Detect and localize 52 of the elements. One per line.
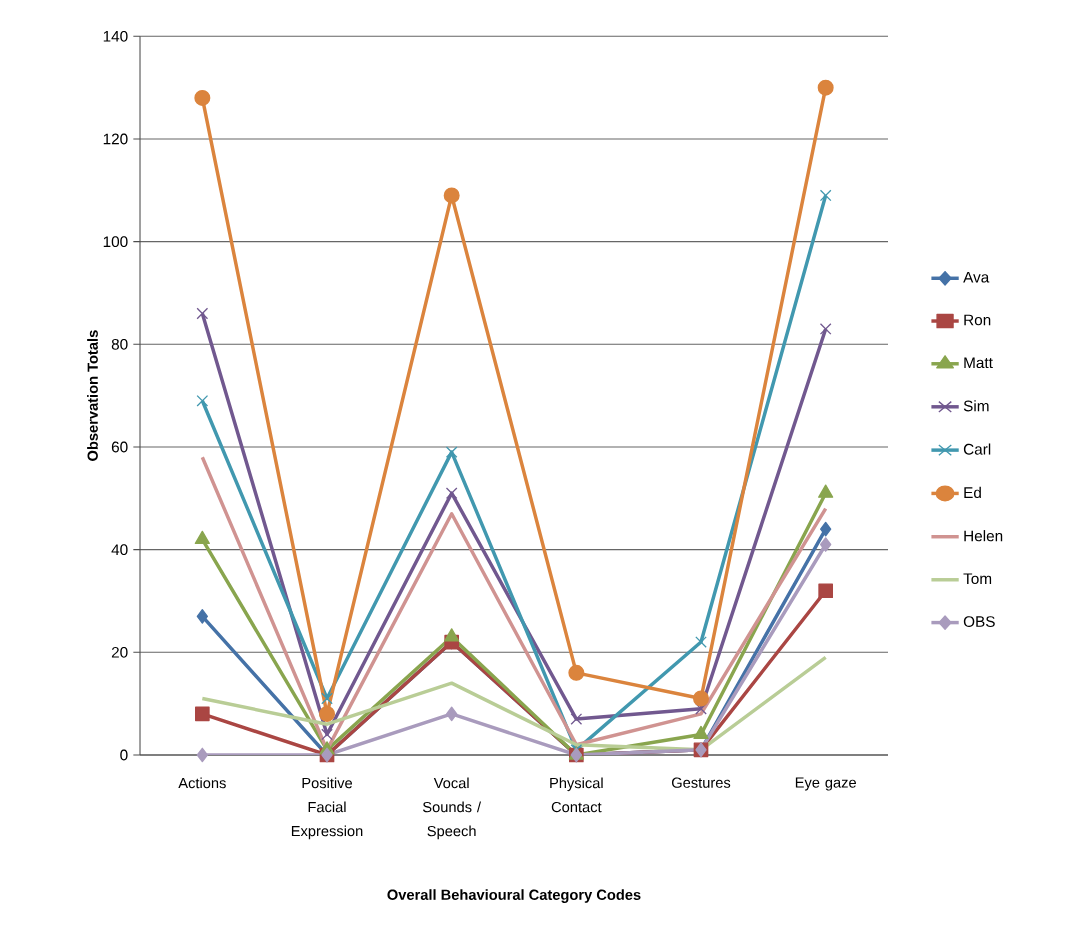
point bbox=[444, 628, 460, 642]
legend-label: Ron bbox=[964, 314, 991, 326]
y-axis-title: Observation Totals bbox=[87, 330, 98, 461]
x-tick-label: Physical Contact bbox=[550, 777, 603, 813]
legend-label: Ed bbox=[964, 486, 981, 499]
point bbox=[568, 664, 585, 681]
y-tick-label: 20 bbox=[111, 646, 128, 658]
point bbox=[818, 484, 834, 498]
y-tick-label: 40 bbox=[111, 544, 128, 556]
point bbox=[196, 747, 209, 763]
point bbox=[820, 521, 832, 537]
y-tick-label: 60 bbox=[111, 441, 128, 453]
legend-label: Ava bbox=[963, 271, 990, 283]
legend-label: OBS bbox=[963, 616, 995, 627]
point bbox=[817, 79, 834, 96]
point bbox=[196, 307, 209, 320]
point bbox=[570, 713, 583, 725]
point bbox=[695, 636, 707, 648]
point bbox=[819, 189, 832, 202]
x-axis-title: Overall Behavioural Category Codes bbox=[387, 889, 641, 903]
legend-label: Sim bbox=[963, 400, 989, 412]
point bbox=[319, 705, 336, 722]
x-tick-label: Vocal Sounds / Speech bbox=[422, 777, 482, 840]
point bbox=[321, 692, 333, 705]
point bbox=[446, 706, 458, 722]
point bbox=[196, 394, 209, 407]
x-tick-label: Actions bbox=[178, 777, 226, 789]
y-tick-label: 0 bbox=[120, 749, 128, 761]
x-tick-label: Eye gaze bbox=[795, 777, 856, 791]
y-tick-label: 80 bbox=[111, 338, 128, 350]
legend-label: Carl bbox=[963, 443, 991, 455]
y-tick-label: 140 bbox=[103, 30, 128, 42]
point bbox=[820, 537, 832, 552]
legend-label: Helen bbox=[964, 530, 1003, 542]
point bbox=[194, 530, 210, 545]
legend-label: Tom bbox=[963, 573, 992, 585]
y-tick-label: 100 bbox=[103, 236, 128, 248]
point bbox=[818, 583, 834, 599]
point bbox=[445, 446, 458, 458]
point bbox=[195, 706, 210, 722]
point bbox=[321, 728, 333, 741]
legend-label: Matt bbox=[964, 357, 993, 369]
point bbox=[819, 323, 832, 335]
point bbox=[443, 187, 460, 204]
point bbox=[194, 89, 211, 106]
point bbox=[196, 609, 209, 624]
x-tick-label: Gestures bbox=[671, 777, 731, 788]
point bbox=[693, 725, 709, 740]
y-tick-label: 120 bbox=[103, 133, 128, 145]
x-tick-label: Positive Facial Expression bbox=[291, 777, 363, 840]
point bbox=[445, 487, 458, 500]
point bbox=[693, 690, 710, 707]
